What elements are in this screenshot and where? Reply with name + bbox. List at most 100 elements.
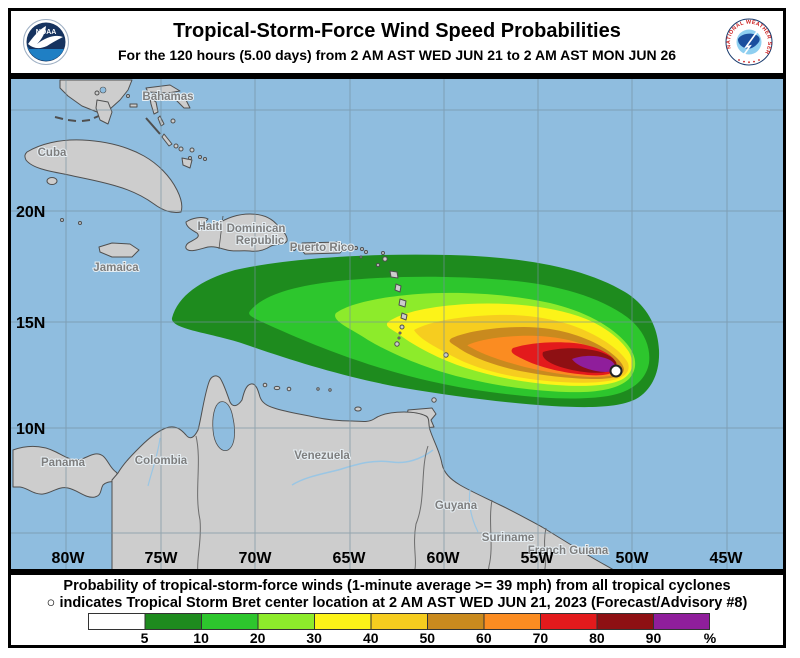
land-panama <box>12 445 123 498</box>
place-labels: Bahamas Cuba Haiti Dominican Republic Pu… <box>37 90 610 558</box>
legend-cell-100 <box>653 613 710 630</box>
border-suriname-guiana <box>544 527 547 569</box>
land-hispaniola <box>185 213 288 252</box>
border-haiti-dr <box>218 215 224 250</box>
nws-logo-dots <box>738 59 760 64</box>
legend-label-90: 90 <box>645 630 662 646</box>
legend-label-80: 80 <box>589 630 605 646</box>
land-abaco <box>174 94 191 109</box>
river-magdalena <box>147 437 161 487</box>
legend-label-20: 20 <box>249 630 266 646</box>
land-dominica <box>394 283 402 293</box>
land-bonaire <box>286 386 292 392</box>
land-anguilla <box>360 247 364 251</box>
map-label-panama: Panama <box>41 457 86 469</box>
page-title: Tropical-Storm-Force Wind Speed Probabil… <box>173 20 621 43</box>
lon-label-80w: 80W <box>52 550 86 567</box>
land-florida-keys <box>54 114 102 122</box>
legend-label-50: 50 <box>419 630 436 646</box>
land-bimini <box>94 90 100 96</box>
legend-cell-70 <box>483 613 541 630</box>
legend-cell-20 <box>201 613 259 630</box>
lon-label-60w: 60W <box>427 550 461 567</box>
graticule <box>11 79 783 569</box>
map-label-venezuela: Venezuela <box>294 450 350 462</box>
land-la-orchila <box>328 388 332 392</box>
wind-probability-cone <box>171 254 660 408</box>
lat-label-20n: 20N <box>16 204 45 221</box>
land-grenada <box>394 341 400 347</box>
legend-cell-40 <box>314 613 372 630</box>
land-san-salvador <box>170 118 176 124</box>
lat-label-15n: 15N <box>16 315 45 332</box>
map-label-guyana: Guyana <box>435 500 478 512</box>
noaa-gull-icon <box>28 26 63 49</box>
land-antigua <box>382 256 388 262</box>
lake-okeechobee <box>99 86 107 94</box>
land-isla-juventud <box>46 177 58 185</box>
land-grand-bahama <box>145 84 181 94</box>
footer-line1: Probability of tropical-storm-force wind… <box>63 578 731 594</box>
land-cayman-1 <box>60 218 64 222</box>
land-saba <box>359 255 363 259</box>
lake-maracaibo <box>212 401 235 451</box>
lat-label-10n: 10N <box>16 421 45 438</box>
land-st-lucia <box>400 312 408 321</box>
land-great-inagua <box>181 157 193 169</box>
nws-logo: NATIONAL WEATHER SERVICE <box>725 18 773 66</box>
lon-label-55w: 55W <box>521 550 555 567</box>
land-turks <box>198 155 202 159</box>
land-grenadines-1 <box>398 331 402 335</box>
map-svg: Bahamas Cuba Haiti Dominican Republic Pu… <box>11 79 783 569</box>
noaa-logo-text: NOAA <box>36 29 57 36</box>
map-label-bahamas: Bahamas <box>142 91 193 103</box>
border-guyana-suriname <box>488 499 493 569</box>
land-acklins <box>178 146 184 152</box>
land-grenadines-2 <box>397 336 401 340</box>
map-label-colombia: Colombia <box>135 455 188 467</box>
land-south-america <box>111 375 614 569</box>
map-label-suriname: Suriname <box>482 532 534 544</box>
legend-cell-10 <box>144 613 202 630</box>
land-st-vincent <box>399 324 405 330</box>
land-mona <box>292 247 296 251</box>
footer-panel: Probability of tropical-storm-force wind… <box>8 572 786 648</box>
footer-line2: ○ indicates Tropical Storm Bret center l… <box>46 595 748 611</box>
land-andros <box>95 99 113 125</box>
legend-cell-90 <box>596 613 654 630</box>
legend-cell-80 <box>540 613 598 630</box>
map-label-jamaica: Jamaica <box>93 262 139 274</box>
land-aruba <box>262 382 268 388</box>
legend-label-percent: % <box>703 630 717 646</box>
page-subtitle: For the 120 hours (5.00 days) from 2 AM … <box>117 47 677 64</box>
map-label-cuba: Cuba <box>38 147 67 159</box>
map-label-haiti: Haiti <box>198 221 223 233</box>
land-mayaguana <box>189 147 195 153</box>
legend-label-10: 10 <box>193 630 209 646</box>
land-berry <box>126 94 130 98</box>
map-label-dominican-2: Republic <box>236 235 285 247</box>
rivers-and-borders <box>147 435 547 569</box>
legend-label-40: 40 <box>362 630 379 646</box>
map-label-french-guiana: French Guiana <box>528 545 609 557</box>
lon-label-50w: 50W <box>616 550 650 567</box>
land-curacao <box>273 385 281 391</box>
border-venezuela-guyana <box>414 445 429 569</box>
river-essequibo <box>468 489 479 533</box>
nws-bolt-icon <box>742 28 760 57</box>
land-los-roques <box>316 387 320 391</box>
lon-label-70w: 70W <box>239 550 273 567</box>
land-puerto-rico <box>299 241 345 255</box>
noaa-logo-lower <box>27 45 64 61</box>
land-st-martin <box>364 250 368 254</box>
map-panel: Bahamas Cuba Haiti Dominican Republic Pu… <box>8 76 786 572</box>
legend-cell-30 <box>257 613 315 630</box>
land-caicos <box>203 157 207 161</box>
land-virgin-2 <box>354 246 358 250</box>
axis-labels: 20N 15N 10N 80W 75W 70W 65W 60W 55W 50W … <box>16 204 743 567</box>
cone-band-90pct <box>572 355 616 372</box>
land-martinique <box>398 298 407 308</box>
legend-colorbar <box>88 613 710 630</box>
legend-cell-60 <box>427 613 485 630</box>
